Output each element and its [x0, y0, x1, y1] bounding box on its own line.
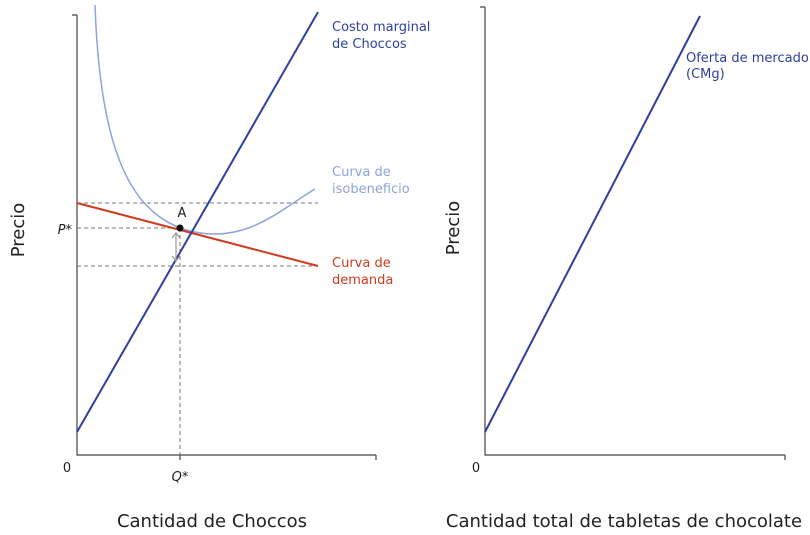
point-label: A [178, 206, 187, 221]
axes [72, 14, 377, 460]
marginal-cost-curve [76, 11, 319, 433]
quantity-label: Q* [172, 470, 189, 485]
axes [480, 6, 786, 460]
y-axis-label: Precio [443, 201, 464, 256]
left-panel: A P* Q* 0 Precio Cantidad de Choccos Cos… [8, 4, 430, 532]
x-axis-label: Cantidad total de tabletas de chocolate [446, 511, 802, 532]
right-panel: 0 Precio Cantidad total de tabletas de c… [443, 6, 809, 532]
double-arrow [171, 232, 181, 262]
curve-label: Curva de [332, 165, 391, 180]
curve-label: Oferta de mercado [686, 51, 809, 66]
curve-label: Curva de [332, 256, 391, 271]
guide-lines [77, 202, 318, 455]
price-label: P* [58, 223, 73, 238]
origin-label: 0 [472, 461, 480, 476]
y-axis-label: Precio [8, 203, 29, 258]
supply-curve [484, 15, 701, 433]
curve-label: Costo marginal [332, 20, 430, 35]
curve-label: (CMg) [686, 67, 725, 82]
isoprofit-curve [94, 4, 316, 235]
curve-label: demanda [332, 273, 393, 288]
curve-label: isobeneficio [332, 182, 410, 197]
curve-label: de Choccos [332, 37, 407, 52]
origin-label: 0 [63, 461, 71, 476]
demand-curve [76, 202, 319, 267]
point-a [176, 224, 184, 232]
x-axis-label: Cantidad de Choccos [117, 511, 307, 532]
